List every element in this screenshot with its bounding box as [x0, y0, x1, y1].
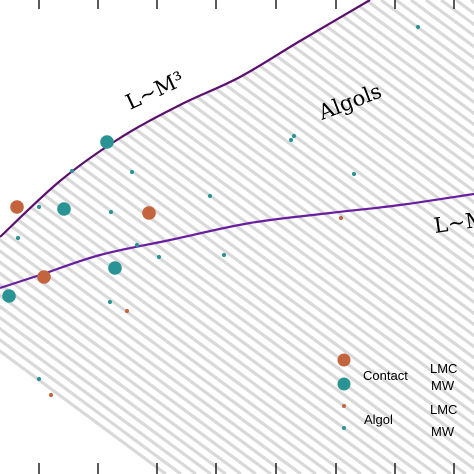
algol-mw-point: [15, 235, 21, 241]
hatch-line: [0, 0, 242, 474]
algol-mw-point: [291, 133, 297, 139]
algol-mw-point: [288, 137, 294, 143]
hatch-line: [0, 0, 257, 474]
hatch-line: [0, 0, 362, 474]
contact-mw-point: [100, 135, 114, 149]
hatch-line: [245, 0, 474, 474]
hatch-line: [0, 0, 287, 474]
legend-algol-lmc-text: LMC: [430, 402, 457, 417]
contact-lmc-point: [10, 200, 24, 214]
hatch-line: [155, 0, 474, 474]
hatch-line: [305, 0, 474, 474]
algol-mw-point: [69, 168, 75, 174]
hatch-line: [0, 0, 272, 474]
curve-m3-label: L~M³: [122, 67, 188, 115]
hatch-line: [0, 0, 422, 474]
contact-mw-point: [108, 261, 122, 275]
hatch-line: [0, 0, 302, 474]
hatch-line: [0, 0, 332, 474]
contact-mw-point: [57, 202, 71, 216]
legend-algol-lmc-marker: [342, 404, 346, 408]
legend: Contact LMC MW Algol LMC MW: [337, 353, 457, 439]
hatch-line: [0, 0, 407, 474]
legend-algol-label: Algol: [364, 412, 393, 427]
curve-m3: [0, 0, 371, 238]
axis-ticks: [38, 0, 455, 474]
algol-mw-point: [415, 24, 421, 30]
hatch-line: [320, 0, 474, 474]
hatch-line: [260, 0, 474, 474]
hatch-line: [365, 0, 474, 474]
hatch-line: [0, 0, 227, 474]
curve-m2: [0, 192, 474, 290]
legend-contact-mw-text: MW: [431, 378, 455, 393]
hatch-line: [185, 0, 474, 474]
hatch-line: [140, 0, 474, 474]
legend-contact-lmc-marker: [337, 353, 351, 367]
hatch-line: [290, 0, 474, 474]
legend-contact-lmc-text: LMC: [430, 361, 457, 376]
hatch-line: [350, 0, 474, 474]
hatch-line: [335, 0, 474, 474]
algol-mw-point: [207, 193, 213, 199]
hatch-line: [0, 0, 197, 474]
algol-mw-point: [36, 376, 42, 382]
algol-mw-point: [129, 169, 135, 175]
hatch-line: [215, 0, 474, 474]
hatch-line: [170, 0, 474, 474]
hatch-line: [0, 0, 212, 474]
algol-mw-point: [108, 209, 114, 215]
legend-algol-mw-text: MW: [431, 424, 455, 439]
algol-mw-point: [221, 252, 227, 258]
algol-mw-point: [156, 254, 162, 260]
hatch-line: [275, 0, 474, 474]
hatch-line: [0, 0, 452, 474]
contact-lmc-point: [142, 206, 156, 220]
algol-lmc-point: [124, 308, 130, 314]
legend-contact-label: Contact: [363, 368, 408, 383]
hatch-line: [0, 0, 437, 474]
algol-mw-point: [36, 204, 42, 210]
hatch-line: [0, 0, 392, 474]
hatch-line: [0, 0, 182, 474]
hatch-line: [0, 0, 317, 474]
hatch-line: [0, 0, 377, 474]
legend-contact-mw-marker: [337, 377, 351, 391]
algol-lmc-point: [48, 392, 54, 398]
data-points: [2, 24, 421, 398]
hatch-line: [0, 0, 347, 474]
algol-mw-point: [107, 299, 113, 305]
algol-mw-point: [351, 171, 357, 177]
algol-lmc-point: [338, 215, 344, 221]
contact-lmc-point: [37, 270, 51, 284]
curve-m2-label: L~M: [432, 207, 474, 238]
contact-mw-point: [2, 289, 16, 303]
legend-algol-mw-marker: [342, 426, 346, 430]
algol-mw-point: [134, 242, 140, 248]
hatch-line: [230, 0, 474, 474]
hatch-line: [0, 0, 167, 474]
hatch-line: [200, 0, 474, 474]
